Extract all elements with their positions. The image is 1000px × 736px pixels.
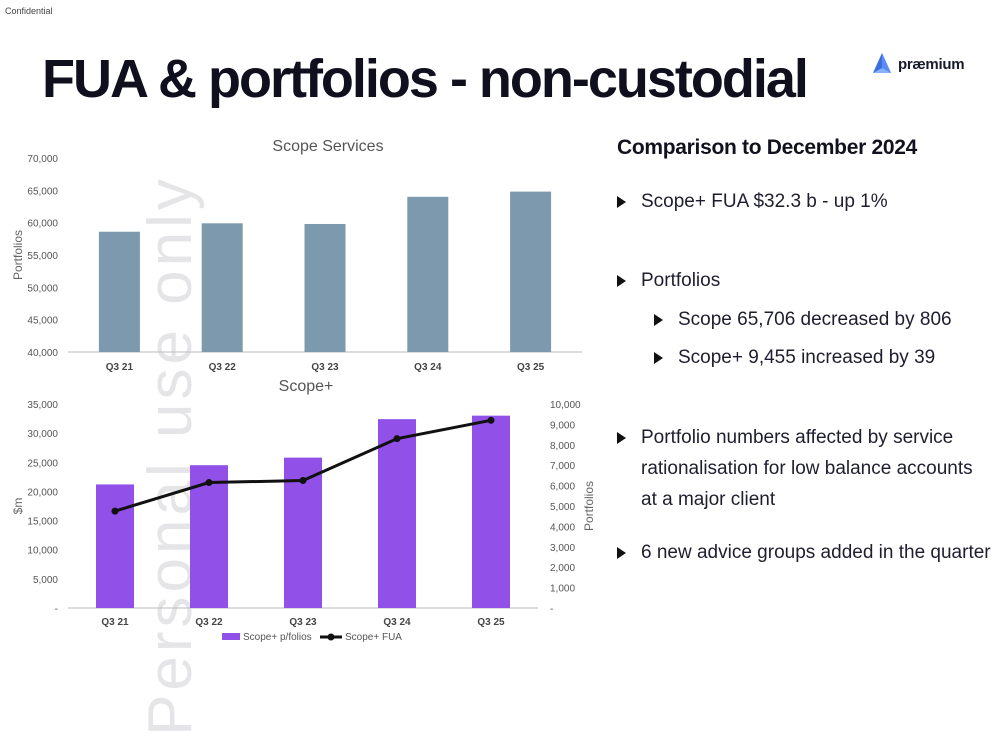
x-tick-label: Q3 21: [101, 617, 129, 628]
bullet-arrow-icon: [617, 432, 626, 444]
legend-swatch-marker: [327, 633, 335, 641]
bar: [472, 415, 510, 608]
bar: [304, 223, 346, 352]
y2-tick-label: -: [550, 604, 553, 615]
y-tick-label: 45,000: [27, 316, 58, 327]
x-tick-label: Q3 24: [383, 617, 411, 628]
y2-tick-label: 10,000: [550, 400, 581, 411]
bullet-portfolios: Portfolios: [617, 265, 720, 296]
bullet-portfolio-numbers: Portfolio numbers affected by service ra…: [617, 422, 992, 515]
legend-swatch-bars: [222, 633, 240, 640]
y-tick-label: 10,000: [27, 546, 58, 557]
bullet-arrow-icon: [617, 275, 626, 287]
bullet-arrow-icon: [654, 352, 663, 364]
line-point: [205, 479, 213, 487]
y-tick-label: 60,000: [27, 219, 58, 230]
y-axis-label: Portfolios: [11, 230, 25, 280]
x-tick-label: Q3 23: [289, 617, 317, 628]
y2-tick-label: 4,000: [550, 522, 575, 533]
y2-tick-label: 1,000: [550, 584, 575, 595]
y-tick-label: 15,000: [27, 517, 58, 528]
bullet-scope: Scope 65,706 decreased by 806: [654, 304, 952, 335]
y-tick-label: 30,000: [27, 429, 58, 440]
y2-tick-label: 2,000: [550, 563, 575, 574]
confidential-label: Confidential: [5, 6, 53, 16]
y-tick-label: 5,000: [33, 575, 58, 586]
x-tick-label: Q3 21: [106, 362, 134, 373]
line-point: [111, 507, 119, 515]
line-point: [393, 435, 401, 443]
y2-tick-label: 6,000: [550, 482, 575, 493]
bar: [190, 465, 228, 608]
bar: [510, 191, 552, 352]
y2-tick-label: 5,000: [550, 502, 575, 513]
line-point: [299, 477, 307, 484]
page-title: FUA & portfolios - non-custodial: [42, 49, 809, 109]
y-tick-label: 65,000: [27, 186, 58, 197]
y2-tick-label: 9,000: [550, 420, 575, 431]
x-tick-label: Q3 23: [311, 362, 339, 373]
scope-plus-chart: Scope+ $m Portfolios - 5,000 10,000 15,000 20,0…: [11, 378, 596, 643]
y-axis-label: $m: [11, 498, 25, 515]
y2-axis-label: Portfolios: [582, 481, 596, 531]
y2-tick-label: 8,000: [550, 441, 575, 452]
bullet-scope-plus-fua: Scope+ FUA $32.3 b - up 1%: [617, 186, 888, 217]
y-tick-label: 25,000: [27, 458, 58, 469]
x-tick-label: Q3 24: [414, 362, 442, 373]
y2-tick-label: 7,000: [550, 461, 575, 472]
bullet-scope-plus: Scope+ 9,455 increased by 39: [654, 342, 935, 373]
y2-tick-label: 3,000: [550, 543, 575, 554]
bar: [201, 223, 243, 352]
y-tick-label: 40,000: [27, 348, 58, 359]
bar: [98, 231, 140, 352]
x-tick-label: Q3 25: [477, 617, 505, 628]
y-tick-label: 55,000: [27, 251, 58, 262]
logo-text: præmium: [898, 55, 965, 73]
scope-services-chart: Scope Services Portfolios 40,000 45,000 50,0…: [11, 138, 582, 373]
line-point: [487, 416, 495, 424]
praemium-logo: præmium: [872, 52, 965, 76]
x-tick-label: Q3 22: [195, 617, 223, 628]
bullet-arrow-icon: [617, 196, 626, 208]
y-tick-label: 70,000: [27, 154, 58, 165]
comparison-title: Comparison to December 2024: [617, 136, 918, 159]
chart-title: Scope Services: [272, 138, 383, 155]
y-tick-label: 35,000: [27, 400, 58, 411]
y-tick-label: -: [55, 604, 58, 615]
bar: [378, 419, 416, 608]
chart-title: Scope+: [279, 378, 334, 395]
x-tick-label: Q3 25: [517, 362, 545, 373]
legend-label: Scope+ p/folios: [243, 632, 312, 643]
bullet-arrow-icon: [617, 547, 626, 559]
x-tick-label: Q3 22: [209, 362, 237, 373]
bar: [407, 196, 449, 352]
legend-label: Scope+ FUA: [345, 632, 402, 643]
y-tick-label: 20,000: [27, 487, 58, 498]
praemium-logo-icon: [873, 53, 891, 73]
y-tick-label: 50,000: [27, 283, 58, 294]
bullet-arrow-icon: [654, 314, 663, 326]
bar: [96, 484, 134, 608]
bullet-advice-groups: 6 new advice groups added in the quarter: [617, 537, 991, 568]
